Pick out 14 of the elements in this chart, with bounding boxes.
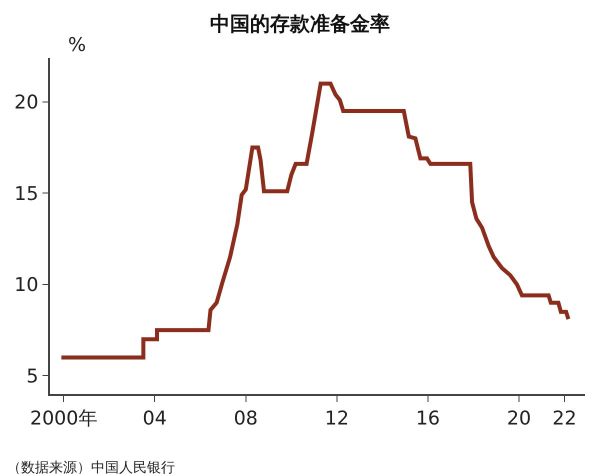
line-series [59,82,570,360]
x-tick-label: 2000年 [30,408,98,430]
chart-title: 中国的存款准备金率 [210,12,390,36]
y-tick-label: 5 [26,365,38,388]
x-tick-label: 08 [234,408,258,430]
x-tick-label: 16 [416,408,440,430]
y-tick-label: 15 [14,182,38,205]
x-tick-label: 22 [552,408,577,430]
x-tick-label: 12 [324,408,349,430]
y-tick-label: 10 [14,274,38,296]
x-tick-label: 20 [506,408,532,430]
y-tick-label: 20 [14,91,38,114]
y-axis-title: % [68,34,86,56]
x-tick-label: 04 [142,408,167,430]
